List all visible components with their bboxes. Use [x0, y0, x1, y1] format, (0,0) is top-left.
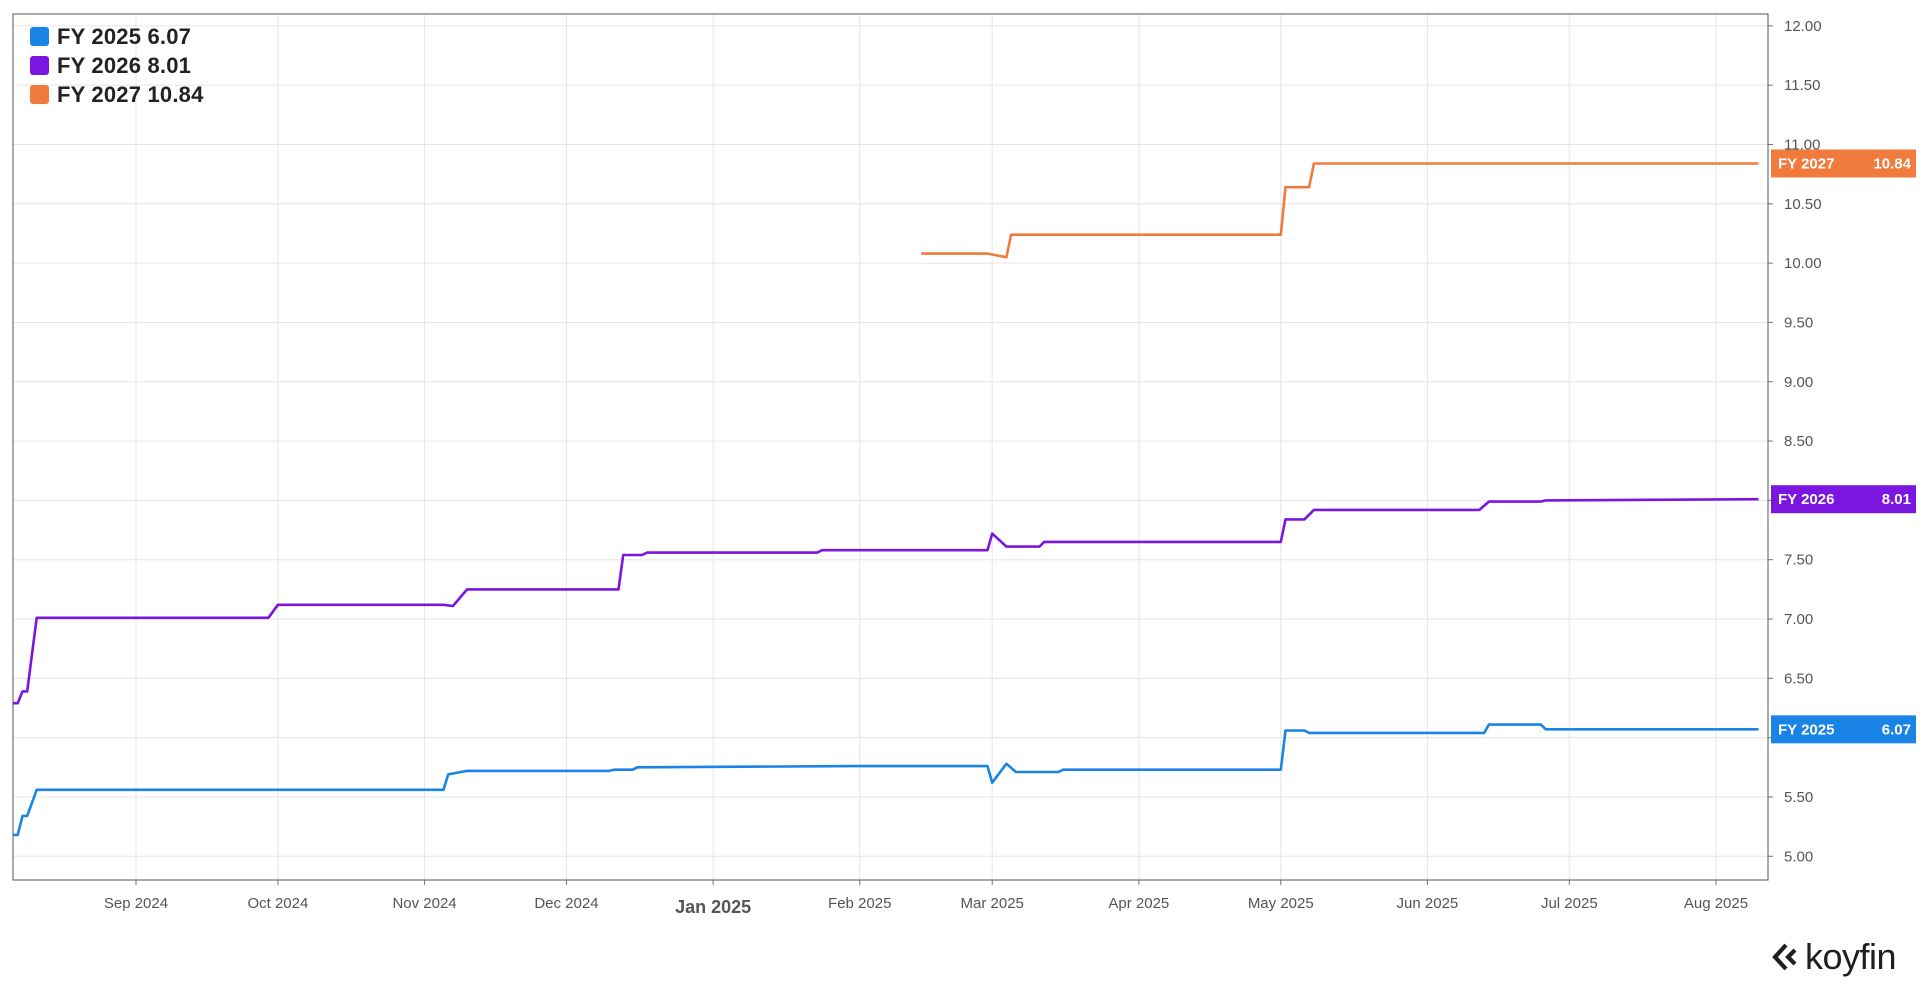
- legend-swatch: [30, 56, 49, 75]
- x-tick-label: May 2025: [1248, 895, 1314, 912]
- y-tick-label: 11.00: [1784, 136, 1820, 153]
- x-tick-label: Sep 2024: [104, 895, 168, 912]
- legend-item: FY 2026 8.01: [30, 51, 204, 80]
- value-tag-box: [1771, 485, 1916, 514]
- x-tick-label: Nov 2024: [392, 895, 456, 912]
- legend-label: FY 2026 8.01: [57, 52, 192, 78]
- y-tick-label: 6.50: [1784, 670, 1813, 687]
- value-tag-value: 10.84: [1873, 155, 1911, 172]
- series-line-fy-2027: [921, 162, 1759, 259]
- x-tick-label: Oct 2024: [247, 895, 308, 912]
- legend-swatch: [30, 27, 49, 46]
- value-tag-box: [1771, 715, 1916, 744]
- koyfin-logo-icon: [1772, 943, 1797, 971]
- legend-label: FY 2027 10.84: [57, 81, 204, 107]
- brand-logo: koyfin: [1769, 936, 1897, 978]
- x-tick-label: Feb 2025: [828, 895, 891, 912]
- x-tick-label: Apr 2025: [1108, 895, 1169, 912]
- y-tick-label: 11.50: [1784, 77, 1820, 94]
- y-tick-label: 9.00: [1784, 374, 1813, 391]
- y-tick-label: 9.50: [1784, 314, 1813, 331]
- x-tick-label: Jan 2025: [675, 897, 751, 917]
- x-tick-label: Jul 2025: [1541, 895, 1598, 912]
- value-tag-value: 8.01: [1882, 491, 1911, 508]
- legend-swatch: [30, 85, 49, 104]
- series-line-fy-2025: [13, 723, 1759, 837]
- value-tag-box: [1771, 149, 1916, 178]
- legend-item: FY 2027 10.84: [30, 80, 204, 109]
- y-tick-label: 7.50: [1784, 552, 1813, 569]
- x-tick-label: Mar 2025: [961, 895, 1024, 912]
- legend-item: FY 2025 6.07: [30, 22, 204, 51]
- legend: FY 2025 6.07 FY 2026 8.01 FY 2027 10.84: [30, 22, 204, 109]
- value-tag-name: FY 2025: [1778, 721, 1834, 738]
- y-tick-label: 10.50: [1784, 196, 1822, 213]
- y-tick-label: 5.50: [1784, 789, 1813, 806]
- value-tag-name: FY 2026: [1778, 491, 1834, 508]
- y-tick-label: 5.00: [1784, 848, 1813, 865]
- y-tick-label: 12.00: [1784, 18, 1822, 35]
- brand-name: koyfin: [1804, 936, 1897, 977]
- x-tick-label: Dec 2024: [534, 895, 598, 912]
- plot-frame: [12, 13, 1769, 881]
- value-tag-value: 6.07: [1882, 721, 1911, 738]
- value-tag-name: FY 2027: [1778, 155, 1834, 172]
- series-line-fy-2026: [13, 497, 1759, 705]
- legend-label: FY 2025 6.07: [57, 23, 192, 49]
- x-tick-label: Aug 2025: [1684, 895, 1748, 912]
- x-tick-label: Jun 2025: [1397, 895, 1459, 912]
- y-tick-label: 8.50: [1784, 433, 1813, 450]
- y-tick-label: 10.00: [1784, 255, 1822, 272]
- y-tick-label: 7.00: [1784, 611, 1813, 628]
